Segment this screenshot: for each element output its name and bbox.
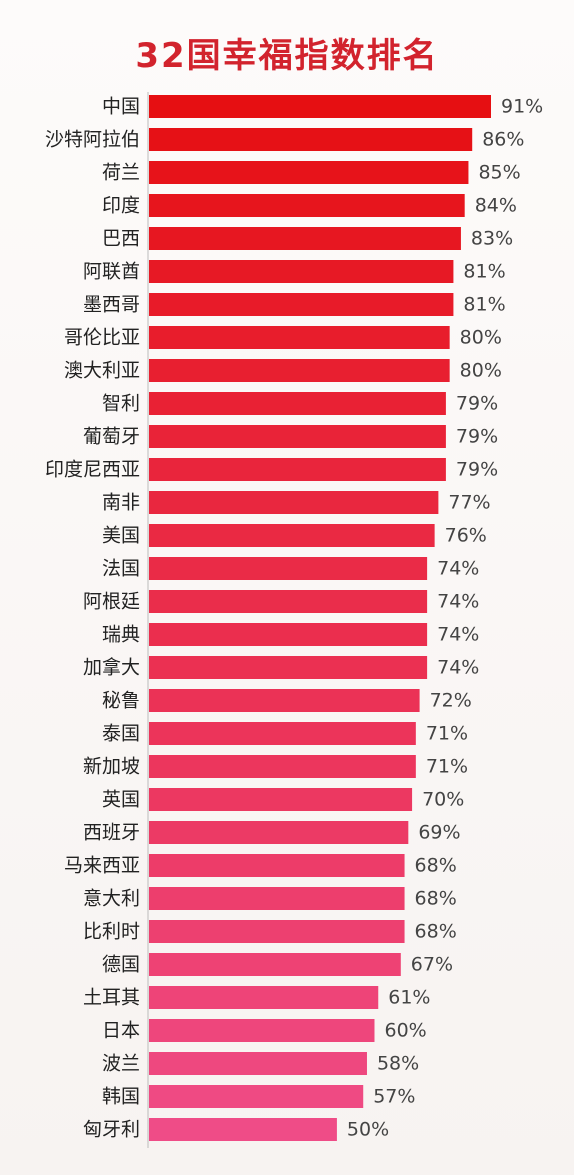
value-label: 68% [415, 921, 457, 943]
bar [149, 392, 446, 415]
category-label: 马来西亚 [64, 855, 140, 877]
category-label: 阿联酋 [83, 261, 140, 283]
bar [149, 920, 405, 943]
category-label: 韩国 [102, 1086, 140, 1108]
category-label: 泰国 [102, 723, 140, 745]
category-label: 瑞典 [102, 624, 140, 646]
category-label: 意大利 [83, 888, 140, 910]
value-label: 57% [373, 1086, 415, 1108]
category-label: 法国 [102, 558, 140, 580]
category-label: 英国 [102, 789, 140, 811]
bar [149, 854, 405, 877]
category-label: 葡萄牙 [83, 426, 140, 448]
bar [149, 524, 435, 547]
value-label: 84% [475, 195, 517, 217]
value-label: 74% [437, 558, 479, 580]
bar [149, 425, 446, 448]
value-label: 79% [456, 426, 498, 448]
value-label: 68% [415, 888, 457, 910]
value-label: 61% [388, 987, 430, 1009]
value-label: 69% [418, 822, 460, 844]
value-label: 74% [437, 657, 479, 679]
value-label: 71% [426, 756, 468, 778]
category-label: 荷兰 [102, 162, 140, 184]
category-label: 墨西哥 [83, 294, 140, 316]
category-label: 阿根廷 [83, 591, 140, 613]
category-label: 南非 [102, 492, 140, 514]
value-label: 50% [347, 1119, 389, 1141]
bar [149, 986, 379, 1009]
category-label: 中国 [102, 96, 140, 118]
bar [149, 293, 454, 316]
category-label: 新加坡 [83, 756, 140, 778]
bar [149, 260, 454, 283]
value-label: 91% [501, 96, 543, 118]
value-label: 71% [426, 723, 468, 745]
category-label: 沙特阿拉伯 [45, 129, 140, 151]
category-label: 德国 [102, 954, 140, 976]
value-label: 76% [445, 525, 487, 547]
value-label: 79% [456, 393, 498, 415]
bar [149, 1085, 364, 1108]
value-label: 68% [415, 855, 457, 877]
chart-title: 32国幸福指数排名 [135, 36, 439, 76]
bar [149, 359, 450, 382]
bar [149, 623, 428, 646]
bar [149, 194, 465, 217]
category-label: 土耳其 [83, 987, 140, 1009]
bar [149, 821, 409, 844]
category-label: 比利时 [83, 921, 140, 943]
category-label: 日本 [102, 1020, 140, 1042]
category-label: 智利 [102, 393, 140, 415]
category-label: 巴西 [102, 228, 140, 250]
bar [149, 788, 413, 811]
value-label: 70% [422, 789, 464, 811]
category-label: 秘鲁 [102, 690, 140, 712]
bar [149, 656, 428, 679]
value-label: 74% [437, 624, 479, 646]
value-label: 67% [411, 954, 453, 976]
bar [149, 557, 428, 580]
value-label: 72% [430, 690, 472, 712]
bar [149, 95, 491, 118]
value-label: 83% [471, 228, 513, 250]
category-label: 哥伦比亚 [64, 327, 140, 349]
value-label: 86% [482, 129, 524, 151]
category-label: 澳大利亚 [64, 360, 140, 382]
bar [149, 1052, 367, 1075]
category-label: 匈牙利 [83, 1119, 140, 1141]
value-label: 80% [460, 327, 502, 349]
category-label: 印度尼西亚 [45, 459, 140, 481]
category-label: 西班牙 [83, 822, 140, 844]
bar [149, 227, 461, 250]
value-label: 80% [460, 360, 502, 382]
value-label: 79% [456, 459, 498, 481]
value-label: 85% [478, 162, 520, 184]
bar [149, 1118, 337, 1141]
bar [149, 953, 401, 976]
bar [149, 491, 439, 514]
bar [149, 590, 428, 613]
category-label: 印度 [102, 195, 140, 217]
category-label: 加拿大 [83, 656, 140, 679]
value-label: 74% [437, 591, 479, 613]
bar [149, 326, 450, 349]
bar [149, 755, 416, 778]
category-label: 波兰 [102, 1053, 140, 1075]
bar [149, 722, 416, 745]
bar [149, 887, 405, 910]
bar [149, 689, 420, 712]
value-label: 58% [377, 1053, 419, 1075]
value-label: 60% [384, 1020, 426, 1042]
bar [149, 1019, 375, 1042]
bar [149, 161, 469, 184]
value-label: 81% [463, 294, 505, 316]
bar [149, 458, 446, 481]
value-label: 77% [448, 492, 490, 514]
bar [149, 128, 473, 151]
value-label: 81% [463, 261, 505, 283]
category-label: 美国 [102, 525, 140, 547]
